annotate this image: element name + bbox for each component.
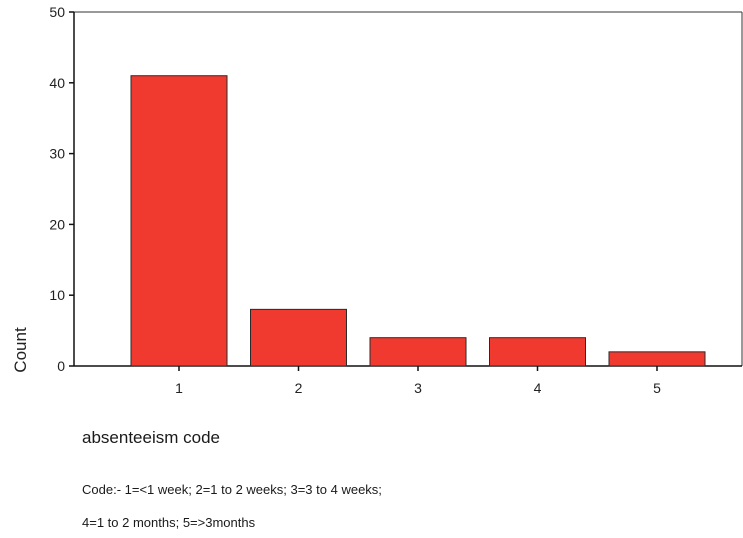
code-legend-line-2: 4=1 to 2 months; 5=>3months [82,515,256,530]
x-tick-label: 3 [414,380,422,396]
y-tick-label: 40 [49,75,65,91]
bar-3 [369,337,467,367]
code-legend-line-1: Code:- 1=<1 week; 2=1 to 2 weeks; 3=3 to… [82,482,382,497]
x-axis-label: absenteeism code [82,428,220,447]
bar-chart: 0 10 20 30 40 50 1 2 3 4 5 Count [11,4,743,396]
bar-4 [489,337,586,367]
x-tick-label: 4 [534,380,542,396]
y-tick-label: 20 [49,216,65,232]
bar-2 [250,308,347,367]
x-tick-label: 2 [295,380,303,396]
y-tick-label: 0 [57,358,65,374]
x-tick-label: 5 [653,380,661,396]
y-tick-label: 10 [49,287,65,303]
bar-5 [608,351,706,367]
bar-1 [130,75,228,367]
x-tick-label: 1 [175,380,183,396]
y-tick-label: 50 [49,4,65,20]
y-axis-label: Count [11,327,30,373]
y-tick-label: 30 [49,146,65,162]
